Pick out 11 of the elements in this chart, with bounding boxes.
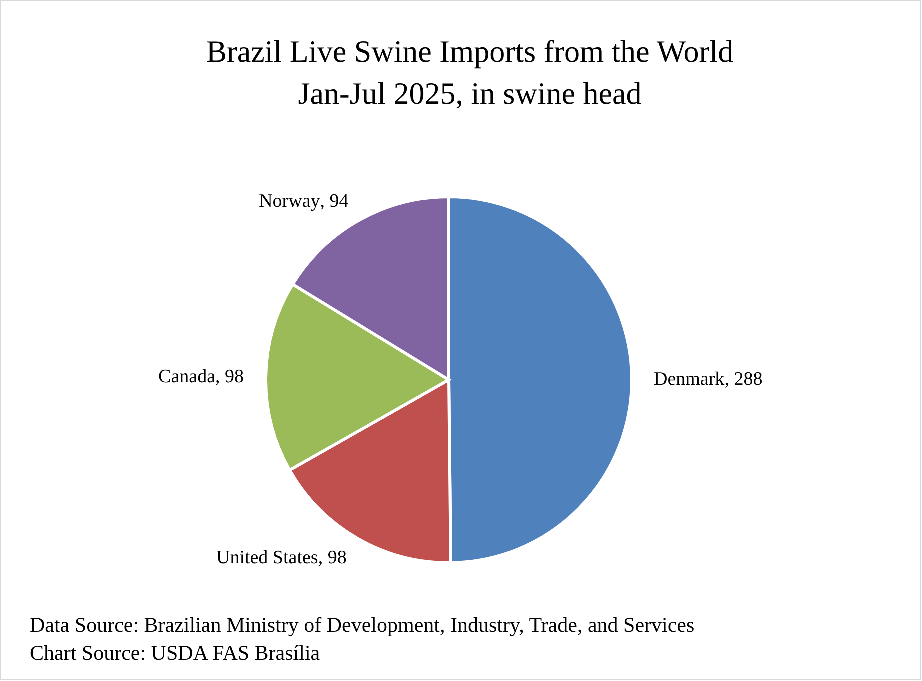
slice-label: Norway xyxy=(259,191,321,212)
slice-label: United States xyxy=(216,548,318,569)
data-label: , 98 xyxy=(216,366,244,388)
data-label: , 98 xyxy=(318,548,347,569)
slice-label: Denmark xyxy=(654,368,726,390)
text: Chart Source: USDA FAS Brasília xyxy=(30,641,321,665)
data-label: , 94 xyxy=(320,191,350,212)
source-note: Data Source: Brazilian Ministry of Development, Industry, Trade, and Services xyxy=(30,613,695,637)
chart-title: Brazil Live Swine Imports from the World Jan-Jul 2025, in swine head xyxy=(206,34,734,111)
slice-label: Canada xyxy=(158,366,216,388)
data-label: , 288 xyxy=(724,368,763,390)
